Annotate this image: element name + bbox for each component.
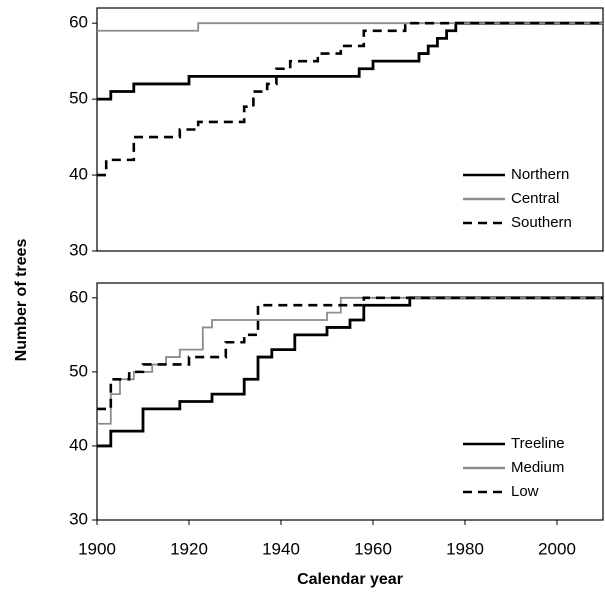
legend-label: Southern — [511, 214, 572, 231]
y-tick-label: 40 — [69, 165, 88, 184]
series-line — [97, 21, 603, 101]
series-line — [97, 296, 603, 448]
x-tick-label: 1920 — [170, 539, 208, 558]
x-tick-label: 1960 — [354, 539, 392, 558]
series-line — [97, 296, 603, 411]
x-tick-label: 2000 — [538, 539, 576, 558]
x-tick-label: 1900 — [78, 539, 116, 558]
y-tick-label: 50 — [69, 361, 88, 380]
legend-label: Treeline — [511, 435, 565, 452]
y-tick-label: 60 — [69, 13, 88, 32]
y-tick-label: 30 — [69, 240, 88, 259]
y-tick-label: 30 — [69, 509, 88, 528]
plot-frame — [96, 282, 604, 521]
legend-label: Central — [511, 190, 559, 207]
y-tick-label: 40 — [69, 435, 88, 454]
legend-label: Low — [511, 483, 539, 500]
y-tick-label: 60 — [69, 287, 88, 306]
plot-frame — [96, 7, 604, 252]
x-tick-label: 1980 — [446, 539, 484, 558]
x-axis-label: Calendar year — [297, 571, 403, 588]
series-line — [97, 296, 603, 425]
y-axis-label: Number of trees — [13, 239, 30, 362]
x-tick-label: 1940 — [262, 539, 300, 558]
legend-label: Medium — [511, 459, 564, 476]
legend-label: Northern — [511, 166, 569, 183]
series-line — [97, 21, 603, 177]
y-tick-label: 50 — [69, 89, 88, 108]
